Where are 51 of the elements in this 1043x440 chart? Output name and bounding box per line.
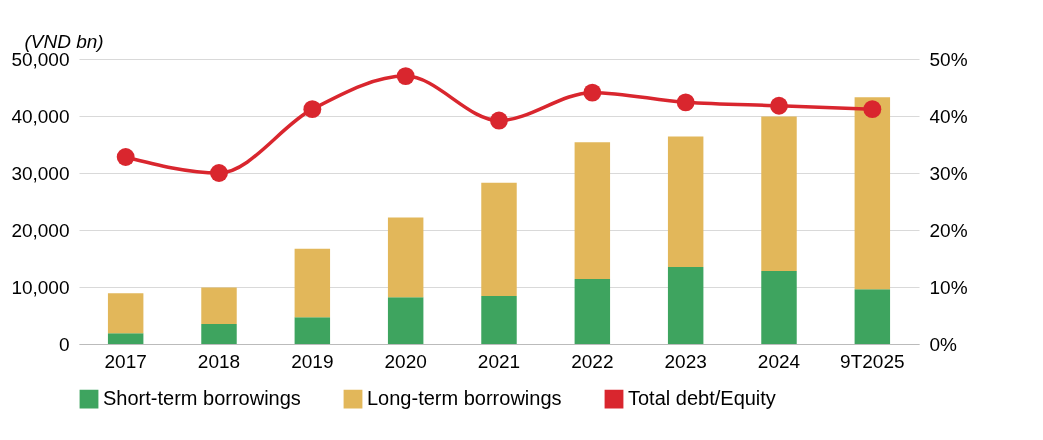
y-tick-label: 40,000: [11, 105, 70, 127]
y-axis-title: (VND bn): [24, 30, 104, 52]
point: [490, 111, 508, 130]
legend-label: Short-term borrowings: [103, 387, 301, 410]
x-tick-label: 2021: [477, 350, 521, 372]
point: [863, 100, 882, 119]
y2-tick-label: 40%: [929, 105, 968, 127]
x-tick-label: 2022: [571, 350, 614, 372]
point: [396, 67, 415, 86]
point: [303, 100, 322, 119]
x-tick-label: 9T2025: [840, 350, 905, 372]
bar: [667, 136, 704, 268]
legend-label: Total debt/Equity: [628, 387, 776, 410]
bar: [107, 333, 144, 344]
y2-tick-label: 50%: [929, 48, 968, 70]
point: [770, 96, 788, 115]
bar: [201, 324, 237, 344]
point: [116, 148, 135, 166]
y2-tick-label: 20%: [929, 219, 968, 241]
y2-tick-label: 0%: [929, 333, 958, 355]
bar: [387, 297, 424, 344]
y2-tick-label: 10%: [929, 276, 968, 298]
y-tick-label: 0: [58, 333, 70, 355]
bar: [667, 267, 704, 344]
bar: [481, 296, 517, 344]
bar: [201, 287, 237, 325]
x-tick-label: 2018: [197, 350, 241, 372]
bar: [761, 271, 797, 344]
x-tick-label: 2024: [757, 350, 801, 372]
y-tick-label: 20,000: [11, 219, 70, 241]
bar: [481, 182, 517, 297]
y-tick-label: 30,000: [11, 162, 70, 184]
point: [676, 93, 695, 112]
point: [583, 83, 602, 102]
x-tick-label: 2023: [664, 350, 707, 372]
x-tick-label: 2020: [384, 350, 427, 372]
x-tick-label: 2019: [291, 350, 334, 372]
bar: [294, 248, 331, 318]
bar: [854, 97, 891, 290]
point: [210, 164, 228, 182]
bar: [387, 217, 424, 298]
y-tick-label: 10,000: [11, 276, 70, 298]
y2-tick-label: 30%: [929, 162, 968, 184]
x-tick-label: 2017: [104, 350, 147, 372]
bar: [574, 142, 611, 280]
bar: [854, 289, 891, 344]
bar: [574, 279, 611, 344]
legend-label: Long-term borrowings: [367, 387, 562, 410]
bar: [294, 317, 331, 344]
bar: [761, 116, 797, 272]
bar: [107, 293, 144, 334]
